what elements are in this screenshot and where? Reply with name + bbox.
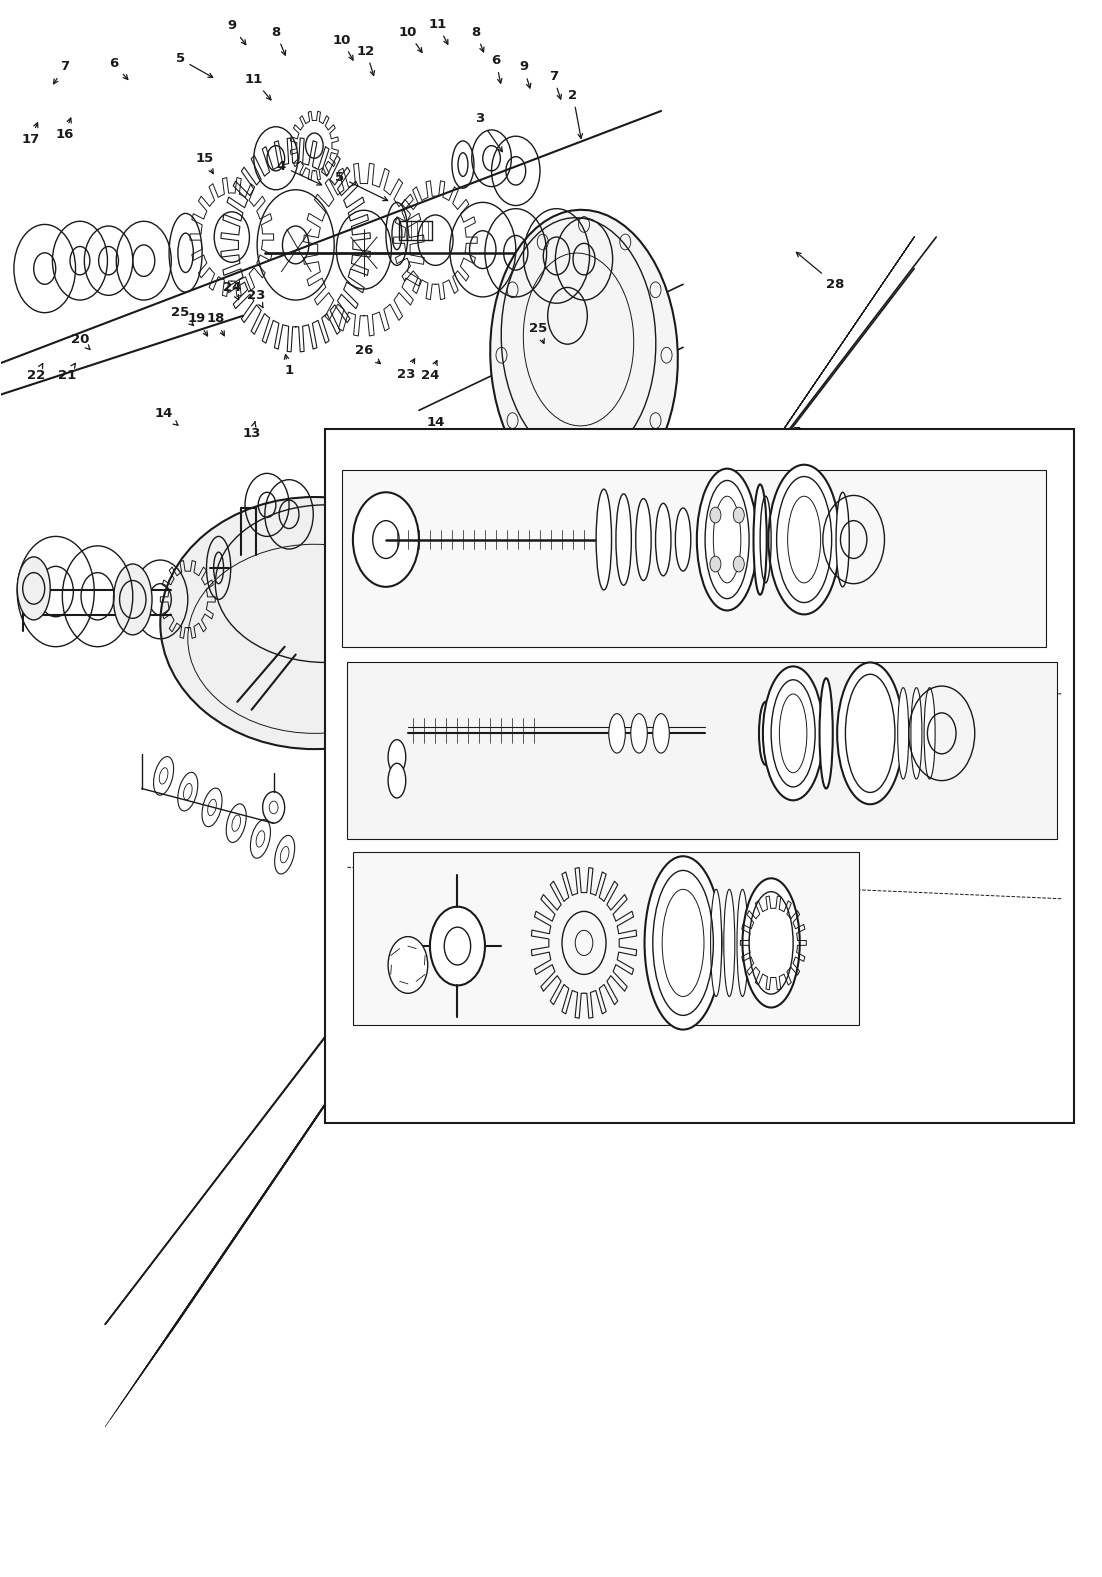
Text: 23: 23 [397, 360, 415, 380]
Ellipse shape [490, 210, 678, 500]
Text: 15: 15 [195, 151, 214, 173]
Text: 27: 27 [628, 557, 646, 577]
Ellipse shape [724, 889, 735, 997]
Text: 10: 10 [399, 25, 422, 52]
Circle shape [430, 907, 485, 986]
Ellipse shape [750, 889, 761, 997]
Text: 18: 18 [206, 312, 225, 336]
Text: 26: 26 [355, 344, 380, 364]
Ellipse shape [925, 688, 936, 779]
Ellipse shape [616, 494, 631, 585]
Text: 6: 6 [109, 57, 128, 79]
Text: 24: 24 [421, 361, 439, 382]
Ellipse shape [388, 763, 406, 798]
Ellipse shape [114, 565, 152, 636]
Ellipse shape [160, 497, 468, 749]
Text: 8: 8 [271, 25, 285, 55]
Circle shape [733, 508, 744, 524]
Text: 22: 22 [26, 363, 45, 382]
Text: 6: 6 [491, 54, 501, 84]
Text: 24: 24 [223, 281, 241, 300]
Bar [325, 429, 1073, 1123]
Text: 1: 1 [284, 355, 293, 377]
Circle shape [388, 937, 428, 994]
Text: 23: 23 [247, 289, 266, 308]
Text: 5: 5 [175, 52, 213, 77]
Circle shape [733, 557, 744, 572]
Text: 20: 20 [71, 333, 90, 350]
Polygon shape [347, 662, 1057, 839]
Ellipse shape [652, 714, 669, 754]
Text: 5: 5 [335, 170, 388, 200]
Ellipse shape [656, 503, 671, 576]
Text: 10: 10 [333, 33, 353, 60]
Text: 9: 9 [519, 60, 531, 88]
Text: 9: 9 [227, 19, 246, 44]
Ellipse shape [645, 856, 722, 1030]
Text: 14: 14 [154, 407, 177, 426]
Text: 28: 28 [795, 427, 844, 451]
Text: 11: 11 [245, 73, 271, 99]
Ellipse shape [596, 489, 612, 590]
Text: 16: 16 [55, 118, 74, 140]
Ellipse shape [759, 702, 773, 765]
Text: 4: 4 [277, 159, 322, 185]
Text: 25: 25 [171, 306, 194, 325]
Polygon shape [353, 852, 860, 1025]
Ellipse shape [696, 468, 757, 610]
Ellipse shape [911, 688, 922, 779]
Text: 14: 14 [426, 416, 447, 435]
Circle shape [353, 492, 419, 587]
Ellipse shape [763, 667, 823, 800]
Ellipse shape [836, 492, 850, 587]
Text: 21: 21 [57, 363, 76, 382]
Ellipse shape [768, 465, 840, 615]
Ellipse shape [388, 740, 406, 774]
Polygon shape [342, 470, 1046, 647]
Ellipse shape [898, 688, 909, 779]
Circle shape [710, 508, 721, 524]
Text: 13: 13 [242, 421, 261, 440]
Text: 2: 2 [569, 88, 583, 139]
Ellipse shape [18, 557, 51, 620]
Ellipse shape [676, 508, 691, 571]
Ellipse shape [457, 572, 490, 639]
Text: 12: 12 [357, 44, 375, 76]
Ellipse shape [820, 678, 833, 788]
Ellipse shape [608, 714, 625, 754]
Text: 25: 25 [529, 322, 547, 344]
Ellipse shape [754, 484, 767, 595]
Ellipse shape [711, 889, 722, 997]
Text: 3: 3 [475, 112, 503, 151]
Text: 7: 7 [549, 69, 561, 99]
Ellipse shape [636, 498, 651, 580]
Ellipse shape [743, 878, 800, 1008]
Ellipse shape [737, 889, 748, 997]
Text: 8: 8 [472, 25, 484, 52]
Text: 7: 7 [54, 60, 69, 84]
Text: 19: 19 [187, 312, 207, 336]
Ellipse shape [838, 662, 904, 804]
Text: 17: 17 [21, 123, 40, 145]
Ellipse shape [630, 714, 647, 754]
Text: 28: 28 [797, 252, 844, 290]
Text: 11: 11 [429, 17, 447, 44]
Circle shape [710, 557, 721, 572]
